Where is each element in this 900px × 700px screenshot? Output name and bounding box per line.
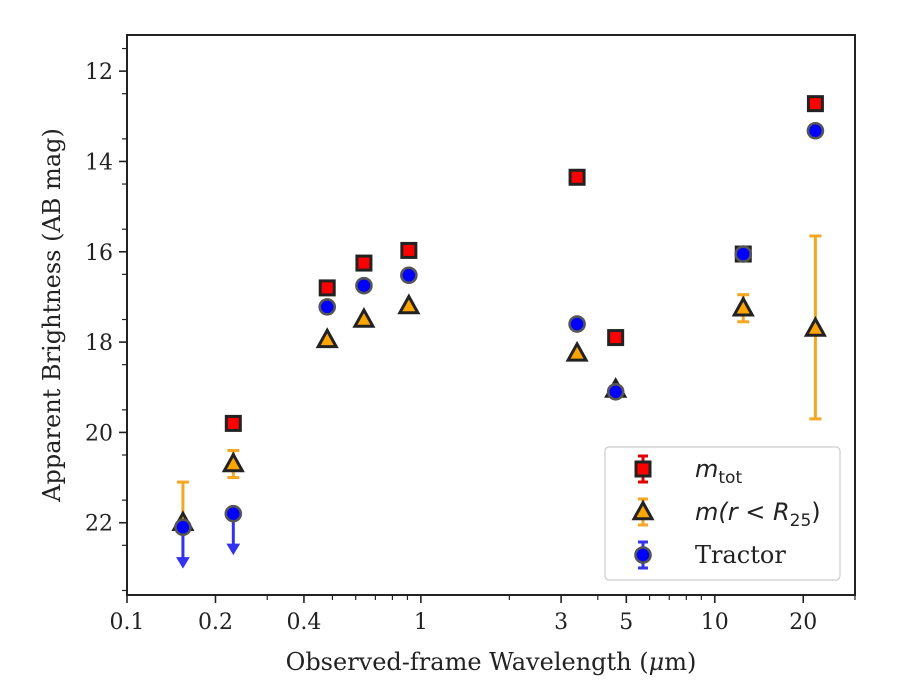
m-r25-point (352, 306, 376, 328)
m-r25-point (803, 316, 827, 337)
legend-m-tot-marker (634, 460, 652, 478)
m-tot-point (607, 329, 625, 347)
m-tot-point (568, 168, 586, 186)
tractor-point (224, 504, 243, 523)
m-r25-point (565, 340, 589, 362)
x-tick-label: 20 (789, 610, 817, 635)
tractor-point (174, 518, 192, 537)
legend-label-main: m (695, 455, 718, 483)
x-tick-label: 0.1 (110, 610, 145, 635)
legend-m-r25-marker (631, 499, 655, 521)
y-tick-label: 22 (85, 512, 113, 537)
legend-tractor-marker (634, 546, 652, 564)
legend-label: Tractor (695, 541, 786, 569)
tractor-point (318, 298, 337, 316)
y-tick-label: 12 (85, 60, 113, 85)
x-axis-label: Observed-frame Wavelength (μm) (286, 648, 697, 676)
x-tick-label: 0.4 (286, 610, 321, 635)
legend-item-m-tot: mtot (634, 454, 742, 488)
x-tick-label: 10 (701, 610, 729, 635)
x-tick-label: 5 (619, 610, 633, 635)
y-tick-label: 18 (85, 331, 113, 356)
x-axis-label-prefix: Observed-frame Wavelength ( (286, 648, 649, 676)
tractor-point (606, 382, 625, 401)
m-r25-point (731, 295, 755, 317)
x-axis-label-suffix: m) (664, 648, 696, 676)
m-tot-point (318, 279, 336, 297)
m-r25-point (221, 451, 245, 473)
m-r25-point (315, 327, 339, 349)
legend-label-sub: 25 (790, 511, 812, 531)
legend-label-sub: tot (718, 468, 742, 488)
m-tot-point (224, 414, 242, 432)
y-axis-ticks: 12 14 16 18 20 22 (85, 47, 127, 592)
legend-label-main: m(r < R (695, 498, 790, 526)
legend-box (604, 446, 841, 581)
tractor-point (355, 276, 373, 295)
tractor-point (734, 245, 753, 263)
tractor-point (568, 315, 586, 333)
legend: mtot m(r < R25) Tractor (604, 446, 841, 581)
y-axis-label: Apparent Brightness (AB mag) (38, 128, 66, 503)
y-tick-label: 16 (85, 241, 113, 266)
x-tick-label: 1 (414, 610, 428, 635)
legend-label: mtot (695, 455, 742, 488)
chart-marks (171, 95, 827, 569)
x-axis-ticks: 0.1 0.2 0.4 1 3 5 10 20 (110, 595, 856, 635)
m-r25-point (397, 293, 421, 315)
x-tick-label: 0.2 (198, 610, 233, 635)
x-axis-label-mu: μ (649, 648, 665, 676)
m-tot-point (355, 254, 373, 272)
x-tick-label: 3 (554, 610, 568, 635)
m-tot-point (806, 95, 824, 113)
tractor-point (400, 266, 418, 285)
legend-label: m(r < R25) (695, 498, 821, 531)
y-tick-label: 20 (85, 421, 113, 446)
plot-frame (126, 34, 856, 596)
m-tot-point (400, 241, 418, 259)
legend-label-end: ) (811, 498, 820, 526)
y-tick-label: 14 (85, 150, 113, 175)
tractor-point (806, 121, 825, 140)
legend-item-m-r25: m(r < R25) (631, 497, 821, 531)
legend-item-tractor: Tractor (634, 540, 786, 570)
